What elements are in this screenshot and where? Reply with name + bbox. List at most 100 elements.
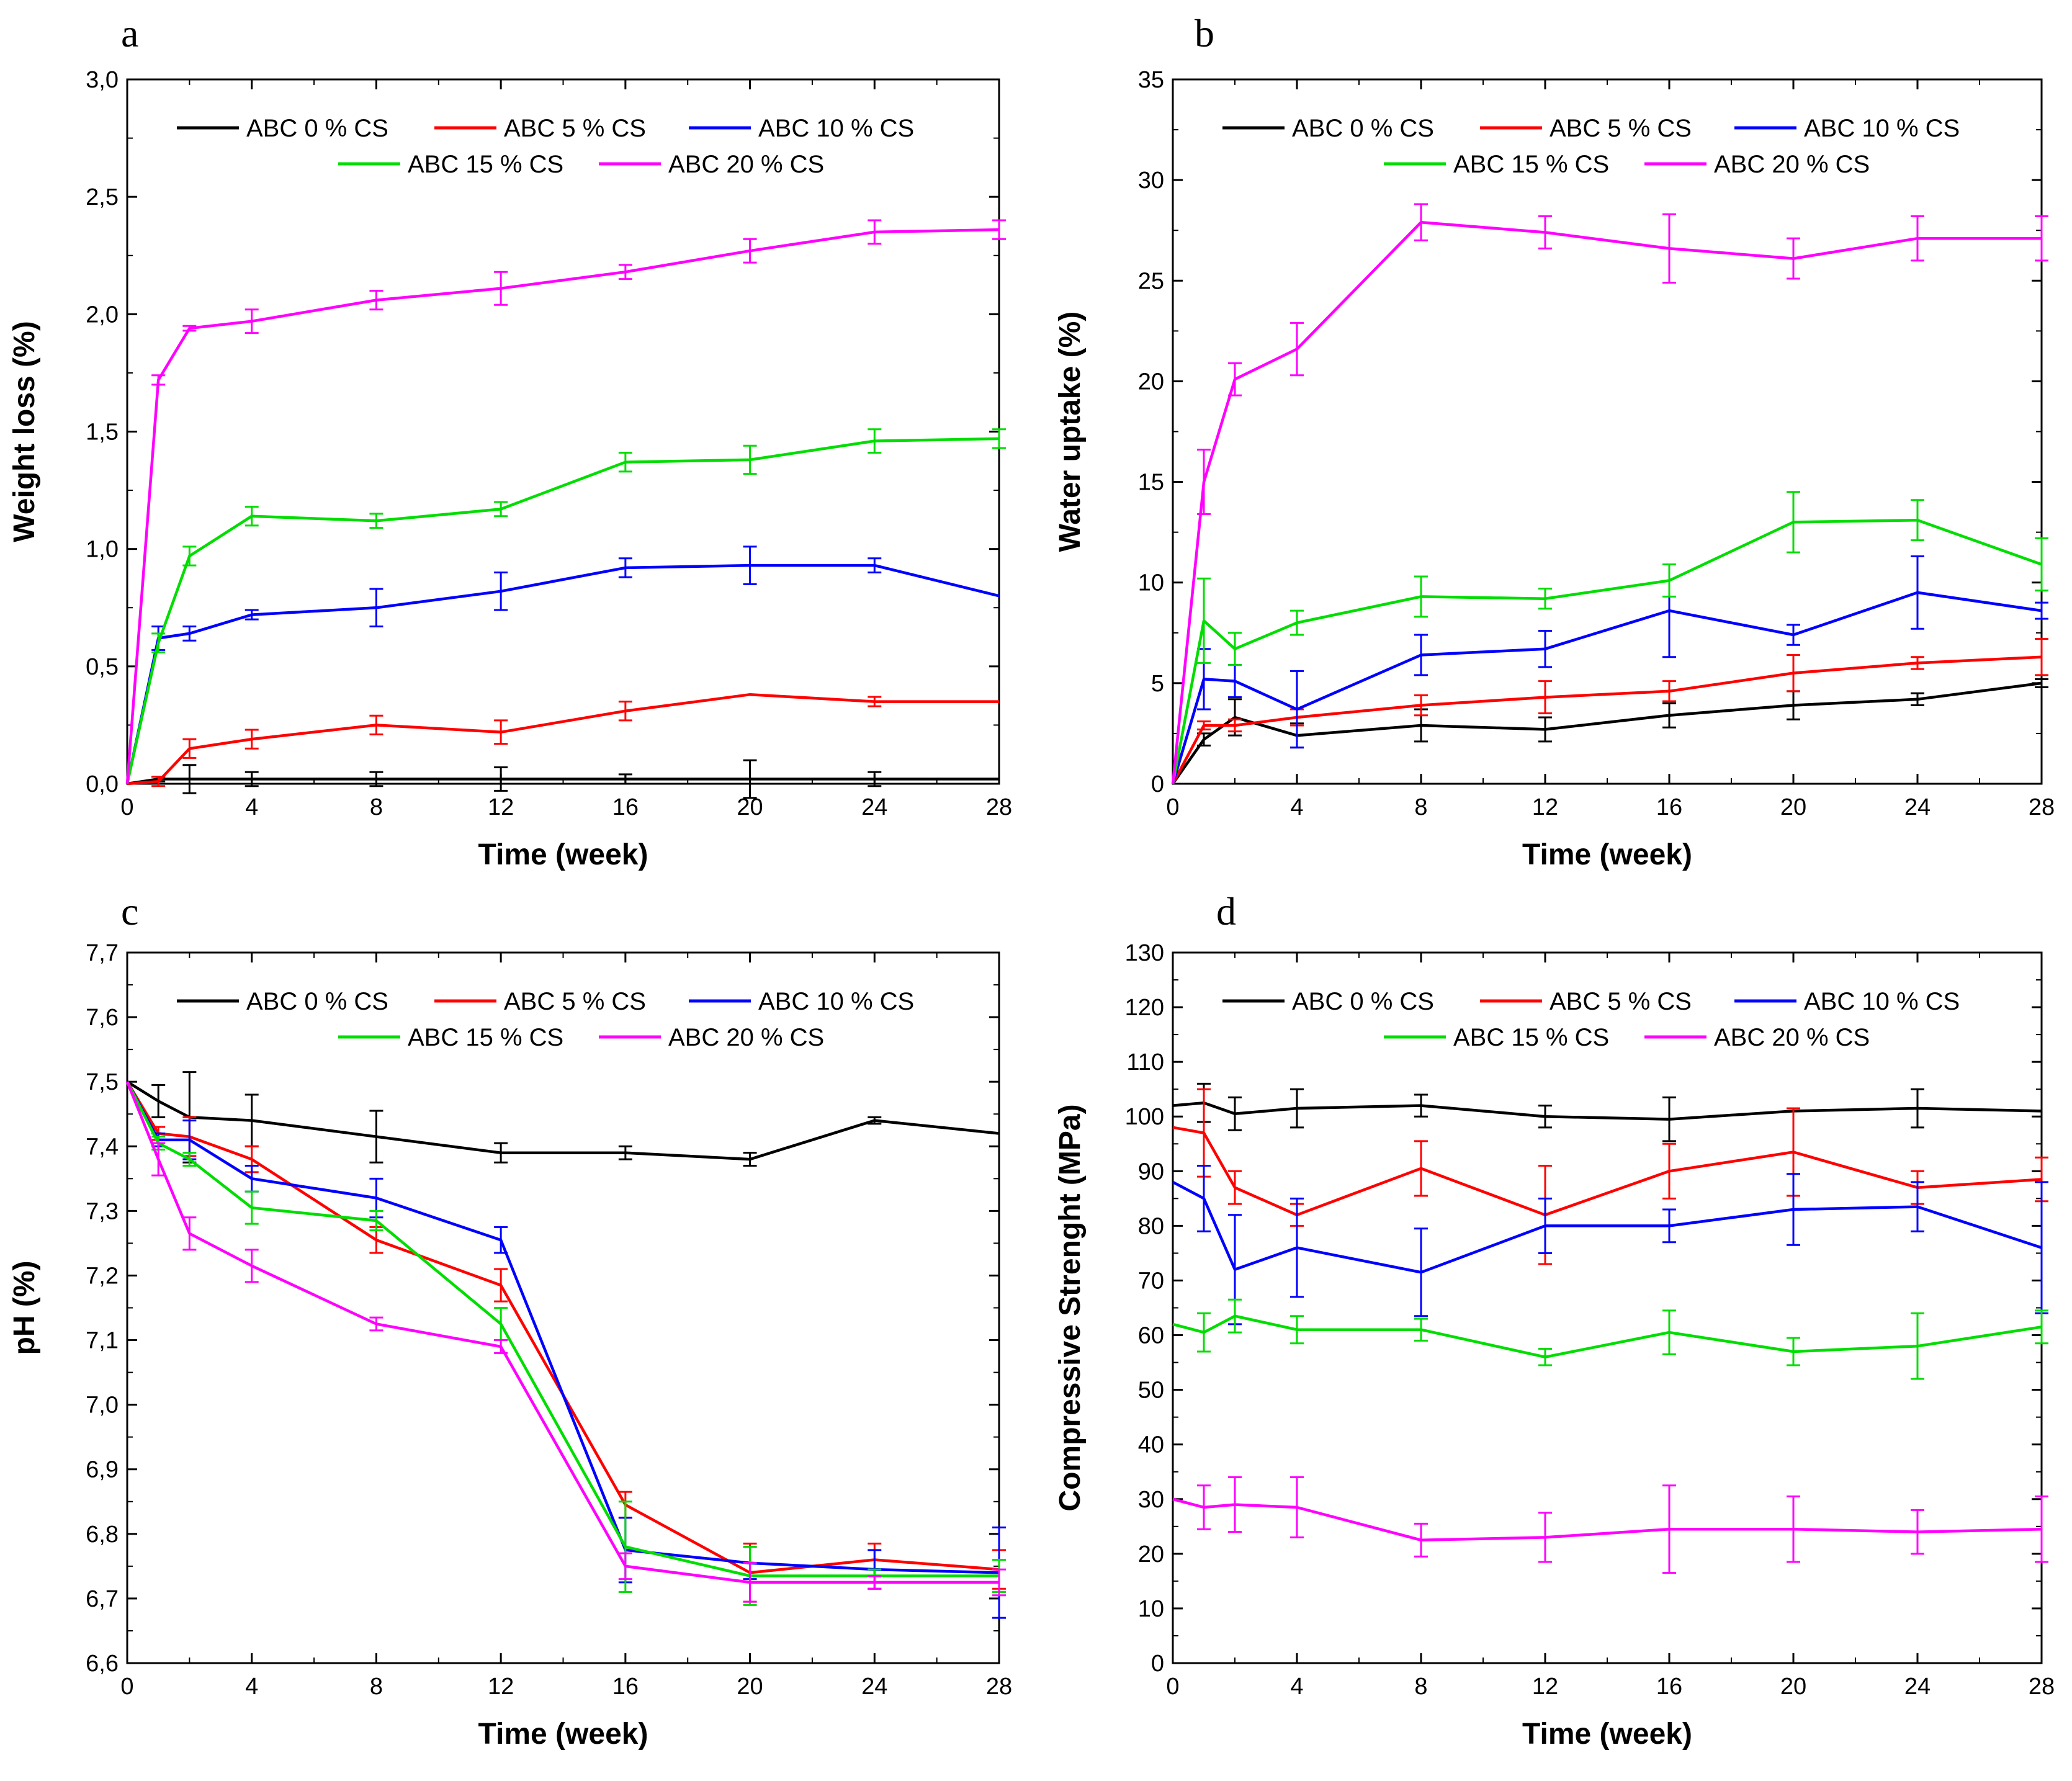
legend-label-2: ABC 10 % CS bbox=[758, 115, 914, 142]
x-tick-label: 8 bbox=[370, 1674, 383, 1700]
series-line-2 bbox=[126, 1081, 1000, 1574]
y-tick-label: 10 bbox=[1138, 570, 1164, 596]
y-tick-label: 7,5 bbox=[86, 1069, 119, 1095]
x-tick-label: 16 bbox=[1656, 1674, 1682, 1700]
y-tick-label: 2,0 bbox=[86, 302, 119, 328]
legend: ABC 0 % CS ABC 5 % CS ABC 10 % CS ABC 15 % … bbox=[1222, 988, 1960, 1051]
x-tick-label: 4 bbox=[1290, 1674, 1303, 1700]
legend-label-3: ABC 15 % CS bbox=[408, 1024, 563, 1051]
y-tick-label: 20 bbox=[1138, 369, 1164, 395]
legend-label-3: ABC 15 % CS bbox=[408, 151, 563, 178]
x-tick-label: 0 bbox=[120, 1674, 133, 1700]
legend-label-3: ABC 15 % CS bbox=[1453, 151, 1609, 178]
panel-c: c 0 4 8 12 16 20 24 28 6,6 6,7 6,8 6,9 7,0 7,1 7,2 7,3 7,… bbox=[8, 889, 1012, 1751]
y-tick-label: 7,3 bbox=[86, 1198, 119, 1224]
legend: ABC 0 % CS ABC 5 % CS ABC 10 % CS ABC 15 % … bbox=[177, 115, 914, 178]
panel-b: b 0 4 8 12 16 20 24 28 0 5 10 15 20 25 30 35 Time (week) W… bbox=[1054, 11, 2055, 871]
y-tick-label: 20 bbox=[1138, 1541, 1164, 1568]
legend-label-0: ABC 0 % CS bbox=[1292, 115, 1434, 142]
y-tick-label: 35 bbox=[1138, 67, 1164, 93]
x-tick-label: 8 bbox=[1414, 1674, 1427, 1700]
panel-a: a0 4 8 12 16 20 24 280,00,51,01,52,02,53,0Time … bbox=[8, 11, 1012, 871]
legend-label-0: ABC 0 % CS bbox=[246, 115, 388, 142]
x-tick-label: 12 bbox=[488, 794, 514, 820]
y-tick-label: 100 bbox=[1125, 1104, 1164, 1130]
y-tick-label: 7,0 bbox=[86, 1393, 119, 1419]
y-tick-label: 0,0 bbox=[86, 771, 119, 797]
legend-label-4: ABC 20 % CS bbox=[1714, 1024, 1870, 1051]
y-tick-label: 60 bbox=[1138, 1323, 1164, 1349]
x-axis-label: Time (week) bbox=[478, 1718, 648, 1751]
x-tick-label: 28 bbox=[986, 1674, 1012, 1700]
y-tick-label: 90 bbox=[1138, 1159, 1164, 1185]
x-tick-label: 4 bbox=[245, 794, 258, 820]
series-line-0 bbox=[1172, 681, 2042, 785]
y-tick-label: 1,0 bbox=[86, 537, 119, 563]
series-line-2 bbox=[1171, 591, 2042, 784]
series-line-0 bbox=[1172, 1101, 2042, 1121]
y-tick-label: 120 bbox=[1125, 995, 1164, 1021]
y-tick-label: 50 bbox=[1138, 1378, 1164, 1404]
legend-label-4: ABC 20 % CS bbox=[668, 1024, 824, 1051]
legend: ABC 0 % CS ABC 5 % CS ABC 10 % CS ABC 15 % … bbox=[177, 988, 914, 1051]
legend-label-4: ABC 20 % CS bbox=[1714, 151, 1870, 178]
y-tick-label: 6,9 bbox=[86, 1457, 119, 1483]
x-tick-label: 8 bbox=[370, 794, 383, 820]
legend-label-2: ABC 10 % CS bbox=[1804, 115, 1960, 142]
series-line-2 bbox=[1172, 1180, 2042, 1274]
panel-d: d 0 4 8 12 16 20 24 28 0 10 20 30 40 50 60 70 80 90 100 110 1… bbox=[1054, 889, 2055, 1751]
x-tick-label: 28 bbox=[2029, 1674, 2055, 1700]
panel-letter: c bbox=[121, 889, 138, 933]
y-axis-label: Weight loss (%) bbox=[8, 321, 41, 542]
x-tick-label: 20 bbox=[1780, 794, 1806, 820]
panel-letter: a bbox=[121, 11, 138, 55]
series-line-1 bbox=[1172, 1126, 2042, 1217]
x-axis-label: Time (week) bbox=[478, 838, 648, 871]
x-tick-label: 28 bbox=[986, 794, 1012, 820]
legend-label-1: ABC 5 % CS bbox=[1550, 988, 1692, 1015]
plot-frame bbox=[1172, 951, 2043, 1664]
legend-label-1: ABC 5 % CS bbox=[1550, 115, 1692, 142]
x-tick-label: 12 bbox=[1532, 794, 1558, 820]
y-tick-label: 0 bbox=[1151, 771, 1164, 797]
x-tick-label: 16 bbox=[1656, 794, 1682, 820]
y-tick-label: 0,5 bbox=[86, 654, 119, 680]
x-tick-label: 12 bbox=[488, 1674, 514, 1700]
plot-frame bbox=[1172, 78, 2043, 785]
panel-letter: d bbox=[1216, 889, 1236, 933]
y-tick-label: 80 bbox=[1138, 1213, 1164, 1239]
legend-label-3: ABC 15 % CS bbox=[1453, 1024, 1609, 1051]
x-tick-label: 24 bbox=[1904, 794, 1931, 820]
y-axis-label: Water uptake (%) bbox=[1054, 312, 1087, 552]
series-line-1 bbox=[1172, 655, 2042, 785]
legend-label-2: ABC 10 % CS bbox=[1804, 988, 1960, 1015]
y-tick-label: 7,2 bbox=[86, 1263, 119, 1289]
series-line-3 bbox=[1172, 1314, 2042, 1359]
series-line-3 bbox=[1171, 518, 2042, 784]
x-tick-label: 8 bbox=[1414, 794, 1427, 820]
legend-label-0: ABC 0 % CS bbox=[1292, 988, 1434, 1015]
series-line-1 bbox=[126, 1081, 1000, 1574]
x-tick-label: 20 bbox=[1780, 1674, 1806, 1700]
series-line-0 bbox=[126, 1080, 1000, 1161]
y-tick-label: 7,1 bbox=[86, 1328, 119, 1354]
legend: ABC 0 % CS ABC 5 % CS ABC 10 % CS ABC 15 % … bbox=[1222, 115, 1960, 178]
x-tick-label: 12 bbox=[1532, 1674, 1558, 1700]
x-tick-label: 20 bbox=[737, 1674, 763, 1700]
series-line-0 bbox=[127, 778, 999, 786]
y-tick-label: 3,0 bbox=[86, 67, 119, 93]
x-tick-label: 24 bbox=[861, 1674, 887, 1700]
x-tick-label: 24 bbox=[861, 794, 887, 820]
series-line-1 bbox=[127, 693, 999, 786]
y-tick-label: 10 bbox=[1138, 1596, 1164, 1622]
y-tick-label: 130 bbox=[1125, 940, 1164, 966]
plot-frame bbox=[126, 78, 1000, 785]
series-line-4 bbox=[1172, 1497, 2042, 1542]
x-tick-label: 24 bbox=[1904, 1674, 1931, 1700]
legend-label-0: ABC 0 % CS bbox=[246, 988, 388, 1015]
y-tick-label: 30 bbox=[1138, 168, 1164, 194]
x-tick-label: 28 bbox=[2029, 794, 2055, 820]
x-tick-label: 0 bbox=[1166, 1674, 1179, 1700]
x-tick-label: 4 bbox=[1290, 794, 1303, 820]
series-line-4 bbox=[125, 1081, 999, 1584]
